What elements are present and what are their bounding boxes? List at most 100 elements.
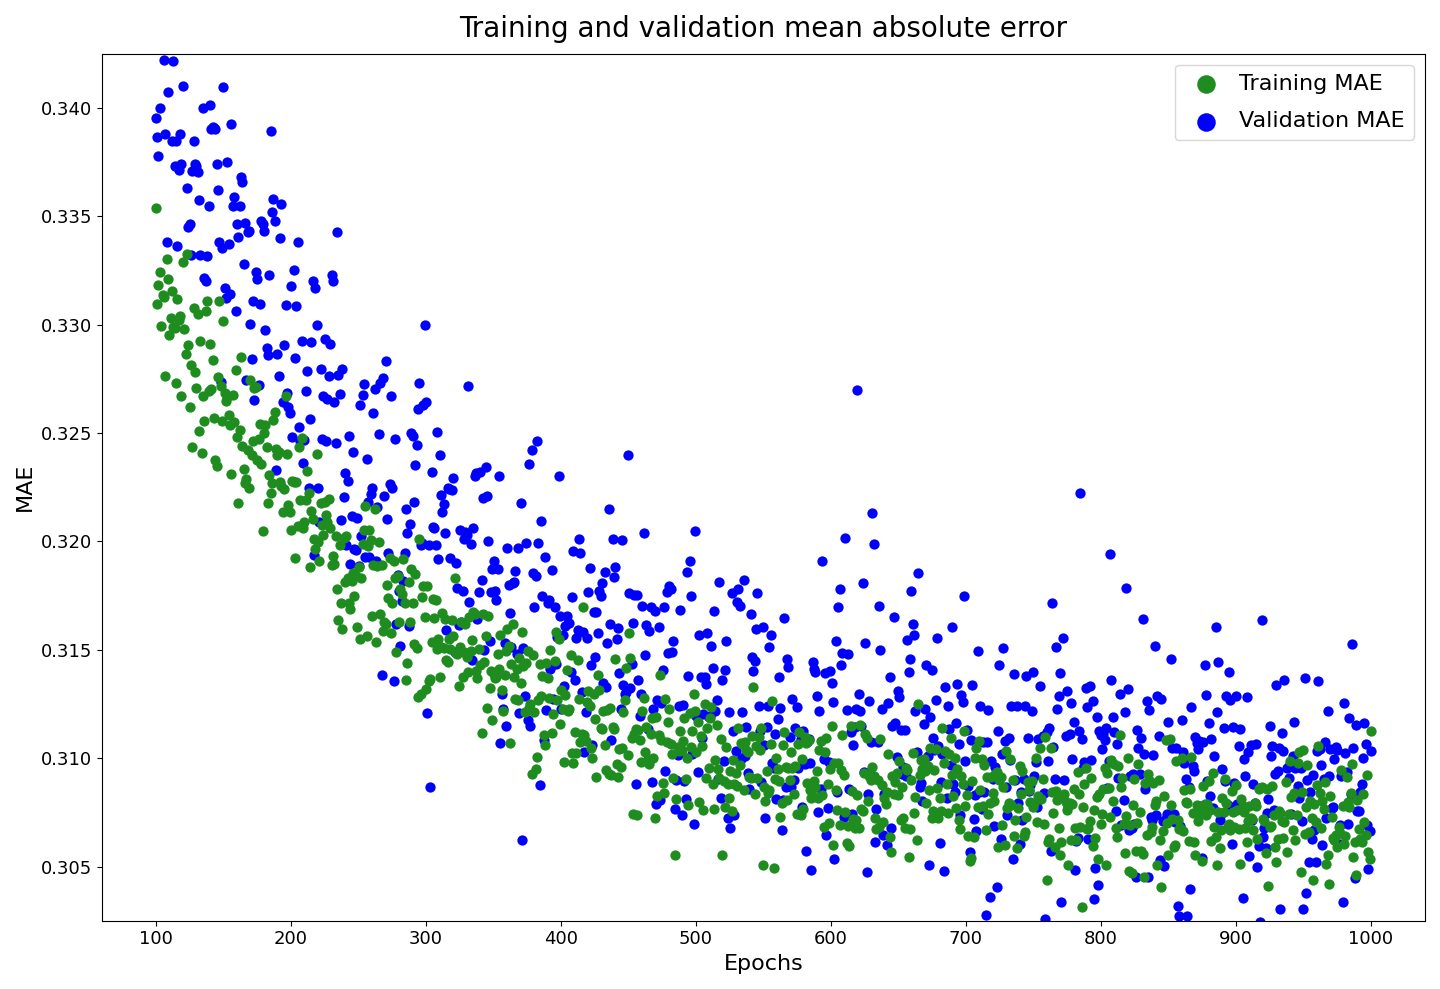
Validation MAE	[1061, 752, 1084, 767]
Training MAE	[559, 648, 582, 664]
Training MAE	[588, 682, 611, 698]
Validation MAE	[541, 691, 564, 707]
Training MAE	[844, 812, 867, 828]
Training MAE	[1192, 777, 1215, 793]
Training MAE	[801, 787, 824, 803]
Validation MAE	[1132, 746, 1155, 762]
Validation MAE	[984, 759, 1007, 774]
Validation MAE	[747, 698, 770, 714]
Validation MAE	[690, 730, 713, 746]
Training MAE	[1261, 807, 1284, 823]
Validation MAE	[940, 619, 963, 635]
Training MAE	[507, 692, 530, 708]
Validation MAE	[1276, 760, 1299, 775]
Validation MAE	[467, 611, 490, 627]
Validation MAE	[232, 256, 255, 272]
Training MAE	[181, 300, 204, 315]
Validation MAE	[366, 499, 389, 515]
Validation MAE	[266, 346, 289, 362]
Training MAE	[444, 570, 467, 585]
Training MAE	[359, 532, 382, 548]
Training MAE	[504, 691, 527, 707]
Training MAE	[533, 727, 556, 743]
Validation MAE	[233, 216, 256, 231]
Validation MAE	[1120, 820, 1143, 836]
Training MAE	[370, 558, 393, 574]
Training MAE	[235, 471, 258, 487]
Training MAE	[353, 521, 376, 537]
Validation MAE	[377, 545, 400, 561]
Validation MAE	[533, 732, 556, 748]
Training MAE	[1331, 798, 1354, 814]
Validation MAE	[759, 627, 782, 643]
Training MAE	[541, 706, 564, 722]
Validation MAE	[989, 832, 1012, 848]
Validation MAE	[927, 738, 950, 754]
Training MAE	[441, 611, 464, 627]
Training MAE	[1171, 751, 1194, 766]
Validation MAE	[432, 496, 455, 512]
Validation MAE	[1273, 673, 1296, 688]
Training MAE	[546, 692, 569, 708]
Validation MAE	[955, 722, 978, 738]
Training MAE	[674, 770, 697, 786]
Validation MAE	[1155, 806, 1178, 822]
Training MAE	[534, 737, 557, 753]
Validation MAE	[1007, 795, 1030, 811]
Validation MAE	[1197, 715, 1220, 731]
Validation MAE	[226, 229, 249, 245]
Validation MAE	[516, 712, 539, 728]
Training MAE	[341, 565, 364, 581]
Validation MAE	[600, 732, 624, 748]
Training MAE	[1120, 865, 1143, 881]
Training MAE	[893, 821, 916, 837]
Validation MAE	[721, 723, 744, 739]
Training MAE	[202, 352, 225, 368]
Training MAE	[348, 631, 372, 647]
Training MAE	[1279, 753, 1302, 768]
Validation MAE	[1071, 760, 1094, 775]
Validation MAE	[793, 756, 816, 771]
Training MAE	[863, 768, 886, 784]
Validation MAE	[1240, 812, 1263, 828]
Validation MAE	[647, 619, 670, 635]
Training MAE	[861, 759, 884, 774]
Training MAE	[965, 741, 988, 757]
Training MAE	[978, 795, 1001, 811]
Training MAE	[1053, 786, 1076, 802]
Training MAE	[536, 671, 559, 686]
Validation MAE	[190, 40, 213, 55]
Validation MAE	[1076, 699, 1099, 715]
Training MAE	[1079, 813, 1102, 829]
Training MAE	[274, 389, 297, 405]
Training MAE	[154, 368, 177, 384]
Training MAE	[956, 828, 979, 844]
Validation MAE	[1251, 830, 1274, 846]
Training MAE	[1208, 840, 1231, 855]
Validation MAE	[1015, 668, 1038, 683]
Validation MAE	[1143, 638, 1166, 654]
Validation MAE	[310, 361, 333, 377]
Validation MAE	[1246, 858, 1269, 874]
Training MAE	[144, 200, 167, 216]
Training MAE	[1152, 788, 1175, 804]
Validation MAE	[965, 823, 988, 839]
Training MAE	[334, 575, 357, 590]
Training MAE	[265, 441, 288, 457]
Validation MAE	[929, 836, 952, 852]
Validation MAE	[590, 575, 613, 590]
Training MAE	[624, 721, 647, 737]
Training MAE	[554, 686, 577, 702]
Training MAE	[328, 537, 351, 553]
Training MAE	[336, 528, 359, 544]
Validation MAE	[1037, 753, 1060, 768]
Training MAE	[595, 763, 618, 778]
Validation MAE	[269, 196, 292, 212]
Training MAE	[1005, 841, 1028, 856]
Validation MAE	[315, 392, 338, 407]
Training MAE	[1004, 812, 1027, 828]
Validation MAE	[181, 163, 204, 179]
Validation MAE	[298, 411, 321, 427]
Validation MAE	[1166, 898, 1189, 914]
Validation MAE	[573, 745, 596, 761]
